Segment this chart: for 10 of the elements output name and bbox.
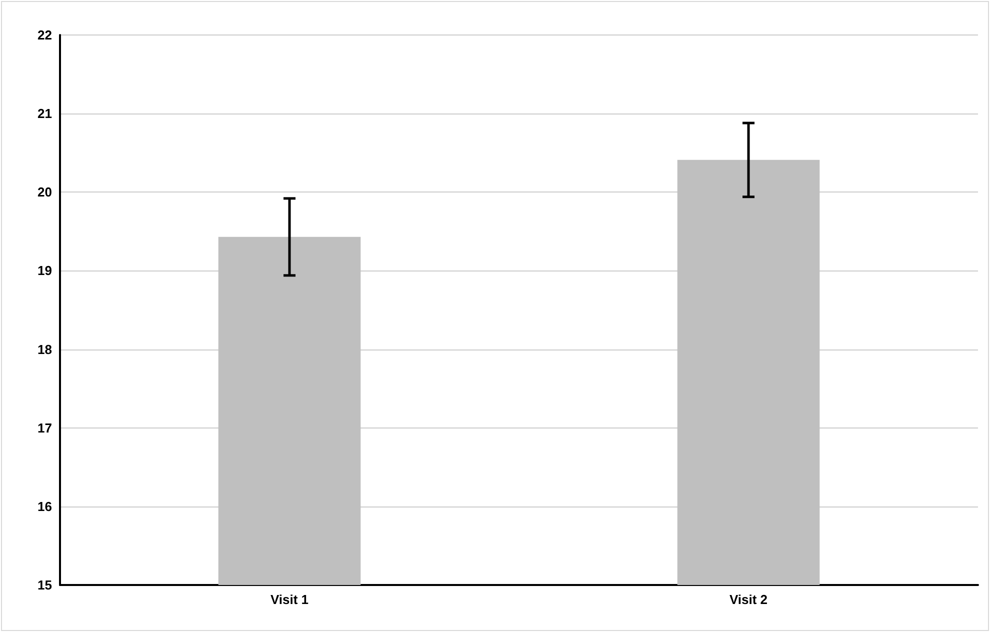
y-tick-label: 20 [38, 184, 52, 200]
y-tick-label: 21 [38, 106, 52, 122]
y-tick-label: 22 [38, 28, 52, 42]
y-tick-label: 16 [38, 498, 52, 514]
x-tick-label: Visit 1 [270, 592, 309, 607]
y-tick-label: 18 [38, 342, 52, 357]
y-tick-label: 19 [38, 263, 52, 278]
y-tick-label: 17 [38, 420, 52, 436]
y-tick-label: 15 [38, 578, 52, 592]
x-tick-label: Visit 2 [729, 592, 768, 607]
